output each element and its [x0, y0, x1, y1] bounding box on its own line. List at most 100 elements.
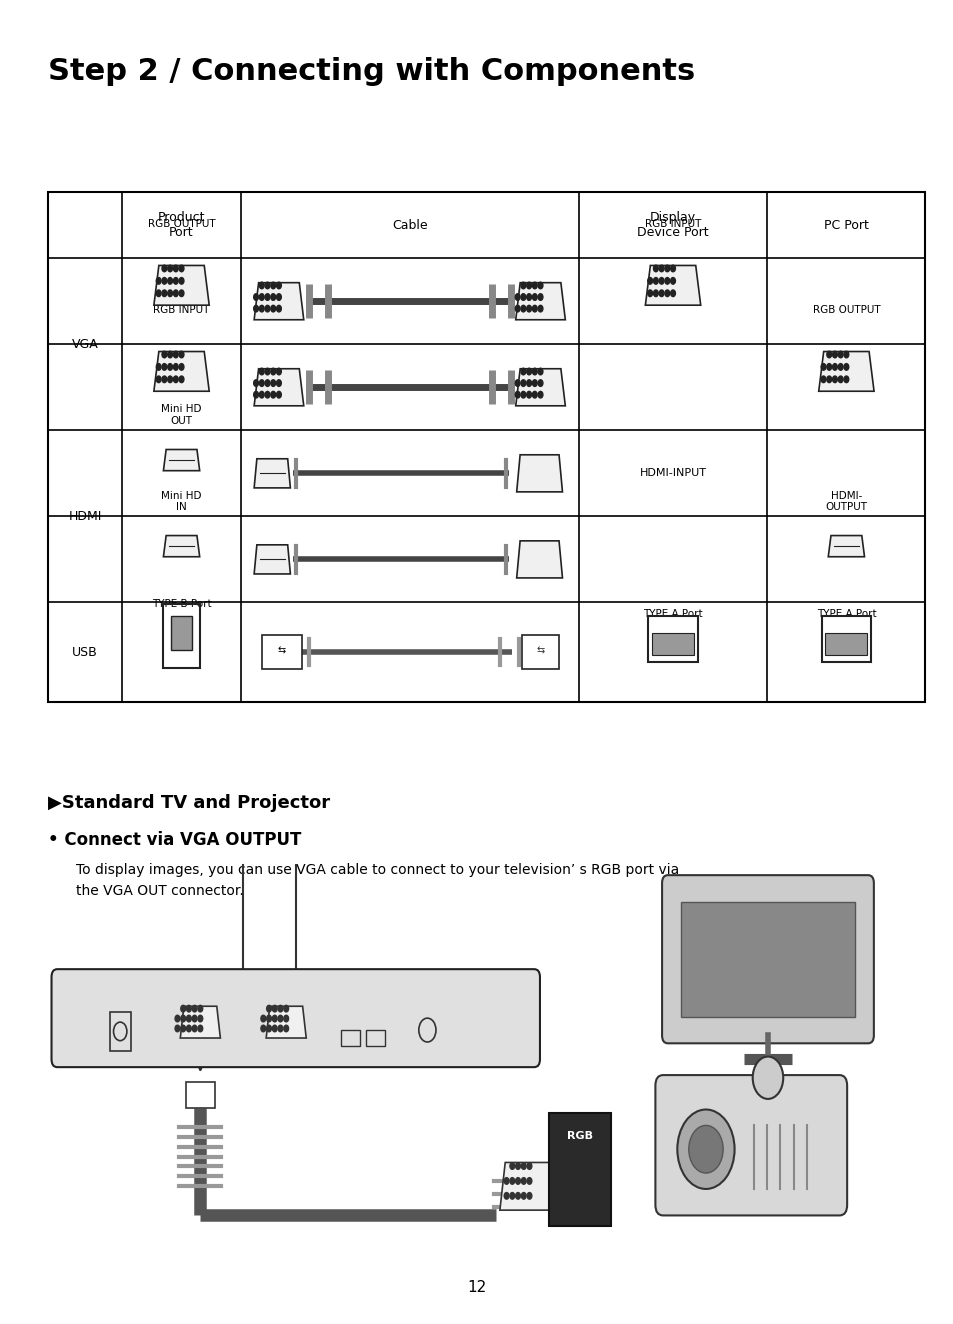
Circle shape: [276, 294, 281, 301]
Circle shape: [565, 1164, 570, 1170]
Circle shape: [179, 290, 184, 297]
Circle shape: [554, 1186, 558, 1193]
Circle shape: [826, 376, 831, 383]
Text: RGB OUTPUT: RGB OUTPUT: [812, 306, 880, 315]
Circle shape: [515, 306, 519, 312]
Circle shape: [198, 1005, 202, 1012]
Circle shape: [259, 294, 264, 301]
Circle shape: [265, 392, 270, 399]
Circle shape: [510, 1162, 515, 1169]
Circle shape: [510, 1193, 515, 1200]
Circle shape: [688, 1125, 722, 1173]
Circle shape: [162, 265, 167, 271]
Circle shape: [265, 306, 270, 312]
Circle shape: [526, 306, 531, 312]
Polygon shape: [818, 352, 873, 392]
Text: RGB INPUT: RGB INPUT: [153, 306, 210, 315]
Circle shape: [162, 278, 167, 285]
Polygon shape: [253, 459, 290, 489]
Circle shape: [571, 1174, 576, 1181]
Circle shape: [653, 265, 658, 271]
Circle shape: [838, 351, 842, 357]
Polygon shape: [516, 369, 565, 406]
Text: ▶Standard TV and Projector: ▶Standard TV and Projector: [48, 794, 330, 813]
Circle shape: [565, 1186, 570, 1193]
Circle shape: [559, 1174, 564, 1181]
Circle shape: [653, 290, 658, 297]
Circle shape: [527, 1193, 532, 1200]
Text: VGA-IN: VGA-IN: [274, 982, 298, 989]
Circle shape: [577, 1186, 581, 1193]
Text: TYPE A Port: TYPE A Port: [642, 609, 702, 620]
Circle shape: [173, 376, 178, 383]
Circle shape: [515, 380, 519, 387]
Circle shape: [659, 290, 663, 297]
Circle shape: [537, 380, 542, 387]
Circle shape: [503, 1177, 509, 1184]
Circle shape: [537, 368, 542, 375]
Circle shape: [271, 380, 275, 387]
Circle shape: [253, 380, 258, 387]
Circle shape: [273, 1005, 276, 1012]
Circle shape: [659, 278, 663, 285]
Circle shape: [526, 282, 531, 289]
Circle shape: [277, 1005, 282, 1012]
Circle shape: [187, 1005, 191, 1012]
Circle shape: [266, 1005, 271, 1012]
Circle shape: [515, 1177, 520, 1184]
FancyBboxPatch shape: [680, 902, 854, 1017]
Circle shape: [168, 290, 172, 297]
Circle shape: [826, 364, 831, 371]
Text: USB: USB: [72, 646, 98, 658]
Circle shape: [179, 351, 184, 357]
Polygon shape: [163, 535, 199, 556]
Circle shape: [265, 380, 270, 387]
Circle shape: [503, 1193, 509, 1200]
Circle shape: [515, 294, 519, 301]
Polygon shape: [644, 266, 700, 306]
Circle shape: [515, 1162, 520, 1169]
Circle shape: [260, 1016, 265, 1022]
Circle shape: [179, 364, 184, 371]
Circle shape: [253, 392, 258, 399]
Circle shape: [265, 368, 270, 375]
Circle shape: [532, 282, 537, 289]
Circle shape: [162, 376, 167, 383]
Circle shape: [515, 392, 519, 399]
Polygon shape: [153, 266, 209, 306]
Text: ⇆: ⇆: [536, 646, 544, 655]
Polygon shape: [163, 450, 199, 471]
Circle shape: [647, 278, 652, 285]
Circle shape: [168, 278, 172, 285]
Circle shape: [510, 1177, 515, 1184]
Polygon shape: [253, 545, 290, 575]
Circle shape: [271, 368, 275, 375]
Text: HDMI: HDMI: [69, 510, 102, 523]
Circle shape: [259, 380, 264, 387]
Circle shape: [537, 392, 542, 399]
Circle shape: [843, 351, 848, 357]
Circle shape: [265, 282, 270, 289]
Circle shape: [181, 1016, 185, 1022]
Circle shape: [271, 392, 275, 399]
Circle shape: [821, 364, 825, 371]
Circle shape: [527, 1162, 532, 1169]
Circle shape: [554, 1174, 558, 1181]
Circle shape: [520, 368, 525, 375]
Circle shape: [173, 290, 178, 297]
Circle shape: [276, 282, 281, 289]
Text: RGB OUTPUT: RGB OUTPUT: [148, 220, 215, 229]
Polygon shape: [253, 283, 303, 320]
Circle shape: [179, 278, 184, 285]
Text: RGB: RGB: [566, 1131, 592, 1141]
Circle shape: [520, 282, 525, 289]
Circle shape: [664, 278, 669, 285]
Circle shape: [647, 290, 652, 297]
Circle shape: [265, 294, 270, 301]
Circle shape: [670, 265, 675, 271]
Text: HD-OUT: HD-OUT: [343, 982, 372, 989]
Circle shape: [527, 1177, 532, 1184]
Circle shape: [181, 1005, 185, 1012]
Circle shape: [526, 368, 531, 375]
Text: DC⊕+5V: DC⊕+5V: [109, 982, 139, 989]
